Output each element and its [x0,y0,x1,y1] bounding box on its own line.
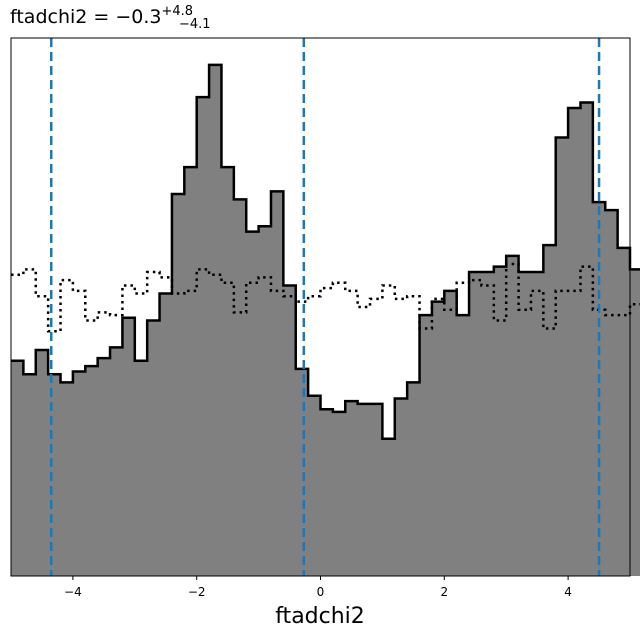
histogram-bar [630,269,640,576]
histogram-bar [617,247,631,576]
histogram-bar [72,371,86,576]
histogram-bar [308,395,321,576]
x-tick-label: −2 [188,585,206,599]
histogram-bar [246,231,259,576]
histogram-bar [184,167,198,576]
histogram-bar [23,374,37,576]
x-tick-label: −4 [64,585,82,599]
x-axis-label: ftadchi2 [275,604,365,629]
histogram-bar [506,255,519,576]
histogram-bar [568,107,581,576]
histogram-bar [196,97,210,577]
histogram-bar [233,199,247,576]
histogram-bar [147,320,160,576]
histogram-bar [518,272,532,576]
histogram-bar [97,358,111,576]
histogram-bar [493,266,507,576]
x-tick-label: 2 [440,585,448,599]
histogram-bar [295,368,309,576]
histogram-bar [134,360,148,576]
histogram-bar [605,210,619,576]
histogram-bar [35,350,49,576]
histogram-bar [159,293,173,576]
histogram-bar [543,245,557,576]
histogram-bar [270,191,284,576]
histogram-bar [209,64,222,577]
histogram-bar [320,409,334,576]
histogram-bar [530,272,544,576]
vertical-lines [49,38,601,576]
histogram-bar [444,290,458,576]
x-axis-ticks: −4 −2 0 2 4 [64,576,572,599]
histogram-bar [85,366,99,576]
histogram-bar [407,382,420,576]
histogram-bar [419,315,433,576]
x-tick-label: 0 [317,585,325,599]
histogram-bar [456,315,470,576]
title-prefix: ftadchi2 = [10,6,115,28]
histogram-bar [258,226,272,577]
chart-title: ftadchi2 = −0.3+4.8 [10,4,193,28]
histogram-bar [171,194,185,576]
histogram-bar [370,403,383,576]
histogram-bar [555,137,569,576]
histogram-bar [431,301,445,576]
x-tick-label: 4 [564,585,572,599]
histogram-bar [357,403,371,576]
title-upper: +4.8 [162,4,194,19]
plot-area [11,63,640,577]
histogram-bar [382,438,396,576]
histogram-bar [469,272,482,576]
histogram-bar [283,285,297,576]
histogram-bar [11,360,24,576]
histogram-bar [580,102,594,576]
histogram-bar [221,167,235,576]
title-value: −0.3 [115,6,161,28]
histogram-bar [122,317,136,576]
histogram-bar [481,272,495,576]
histogram-bar [110,347,123,576]
title-lower: −4.1 [179,17,211,32]
histogram-bar [345,401,359,576]
histogram-bar [332,411,346,576]
histogram-bar [394,398,408,576]
histogram-bar [60,382,74,576]
